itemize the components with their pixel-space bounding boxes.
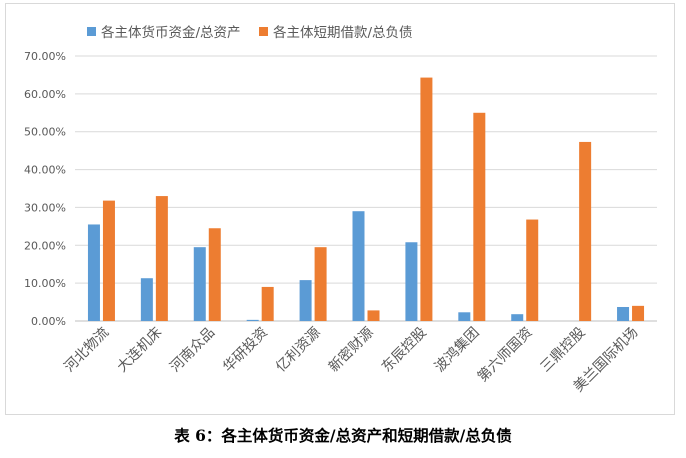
bar-series1 — [246, 319, 259, 321]
y-tick-label: 50.00% — [24, 126, 66, 139]
bar-series2 — [367, 310, 380, 321]
x-tick-label: 波鸿集团 — [431, 324, 483, 376]
y-axis-tick-labels: 0.00% 10.00% 20.00% 30.00% 40.00% 50.00% 60.00… — [24, 50, 66, 328]
x-tick-label: 第六师国资 — [474, 324, 536, 386]
legend-swatch — [259, 27, 268, 36]
bar-series2 — [579, 141, 592, 321]
bar-series1 — [87, 224, 100, 321]
x-tick-label: 大连机床 — [114, 325, 165, 376]
bars — [87, 77, 645, 322]
bar-series2 — [208, 228, 221, 321]
figure-caption: 表 6：各主体货币资金/总资产和短期借款/总负债 — [174, 426, 512, 445]
y-tick-label: 70.00% — [24, 50, 66, 63]
x-tick-label: 华研投资 — [220, 325, 271, 376]
bar-chart: 0.00% 10.00% 20.00% 30.00% 40.00% 50.00% 60.00… — [24, 24, 657, 395]
y-tick-label: 40.00% — [24, 164, 66, 177]
bar-series2 — [473, 112, 486, 322]
gridlines — [75, 55, 657, 322]
bar-series1 — [458, 312, 471, 321]
y-tick-label: 60.00% — [24, 88, 66, 101]
bar-series1 — [140, 278, 153, 321]
bar-series1 — [299, 280, 312, 321]
bar-series2 — [632, 305, 645, 321]
bar-series2 — [261, 286, 274, 321]
legend-label: 各主体货币资金/总资产 — [101, 24, 241, 41]
bar-series2 — [155, 196, 168, 321]
y-tick-label: 30.00% — [24, 201, 66, 214]
bar-series1 — [193, 247, 206, 321]
x-tick-label: 亿利资源 — [273, 325, 324, 376]
bar-series1 — [352, 211, 365, 321]
bar-series2 — [314, 247, 327, 321]
y-tick-label: 20.00% — [24, 239, 66, 252]
x-tick-label: 河南众品 — [167, 325, 218, 376]
y-tick-label: 10.00% — [24, 277, 66, 290]
x-tick-label: 河北物流 — [61, 325, 112, 376]
bar-series2 — [420, 77, 433, 321]
bar-series1 — [511, 314, 524, 321]
bar-series1 — [617, 306, 630, 321]
bar-series2 — [102, 200, 115, 321]
y-tick-label: 0.00% — [31, 315, 66, 328]
chart-frame — [5, 3, 675, 415]
legend-label: 各主体短期借款/总负债 — [273, 25, 413, 41]
x-tick-label: 东辰控股 — [379, 325, 430, 376]
bar-series2 — [526, 219, 539, 321]
bar-series1 — [405, 242, 418, 321]
legend: 各主体货币资金/总资产 各主体短期借款/总负债 — [87, 24, 413, 41]
legend-swatch — [87, 27, 96, 36]
x-tick-label: 新密财源 — [325, 324, 377, 376]
x-tick-label: 三鼎控股 — [538, 325, 589, 376]
